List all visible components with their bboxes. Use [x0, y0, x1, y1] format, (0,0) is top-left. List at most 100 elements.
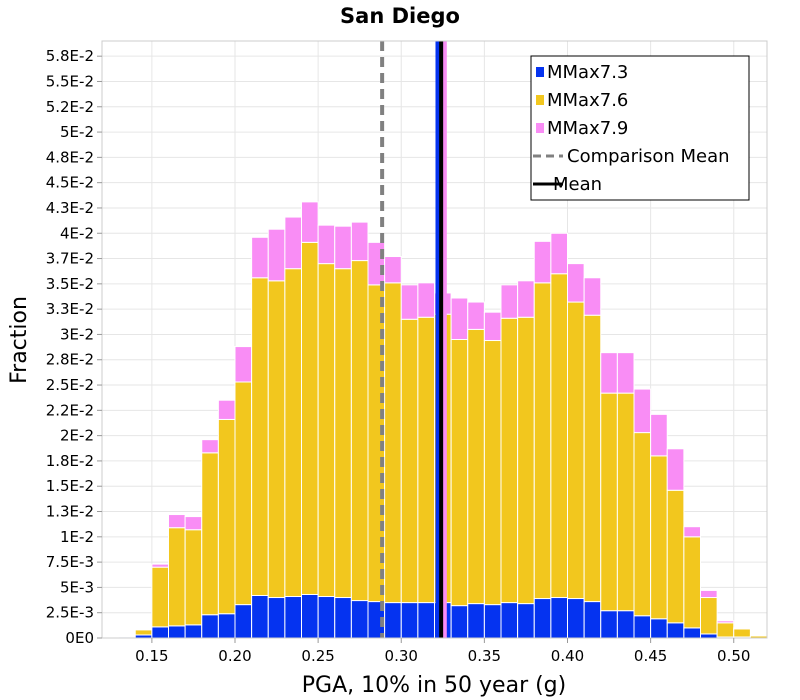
bar-MMax7.3	[151, 626, 169, 639]
bar-MMax7.9	[151, 563, 169, 568]
bar-MMax7.3	[184, 624, 203, 639]
legend-swatch	[536, 67, 544, 77]
bar-MMax7.3	[467, 603, 485, 639]
bar-MMax7.9	[733, 627, 751, 630]
y-tick-label: 5.5E-2	[46, 72, 94, 90]
bar-MMax7.3	[450, 605, 469, 639]
y-tick-label: 3.3E-2	[46, 300, 94, 318]
x-tick-label: 0.30	[385, 647, 418, 665]
bar-MMax7.9	[716, 620, 735, 624]
bar-MMax7.9	[350, 221, 369, 262]
bar-MMax7.9	[201, 439, 219, 454]
bar-MMax7.3	[234, 604, 253, 639]
y-axis-ticks: 0E0 2.5E-3 5E-3 7.5E-3 1E-2 1.3E-2 1.5E-2 1.8E-…	[46, 47, 102, 647]
legend-swatch	[536, 95, 544, 105]
bar-MMax7.6	[567, 301, 585, 600]
bar-MMax7.9	[517, 280, 535, 318]
bar-MMax7.6	[583, 314, 602, 603]
legend-label: Comparison Mean	[567, 146, 730, 167]
legend-box	[530, 55, 750, 201]
bar-MMax7.9	[550, 232, 568, 275]
bar-MMax7.6	[184, 529, 203, 626]
bar-MMax7.6	[666, 489, 685, 624]
bar-MMax7.3	[700, 633, 718, 639]
bar-MMax7.3	[417, 602, 435, 639]
y-tick-label: 4.8E-2	[46, 148, 94, 166]
bar-MMax7.3	[567, 598, 585, 639]
bar-MMax7.9	[600, 352, 618, 394]
bar-MMax7.9	[533, 240, 552, 284]
plot-area-frame	[101, 40, 768, 639]
x-tick-label: 0.40	[551, 647, 584, 665]
bar-MMax7.9	[417, 282, 435, 318]
bar-MMax7.9	[633, 388, 652, 434]
bars	[118, 201, 768, 639]
y-tick-label: 5E-2	[60, 123, 94, 141]
bar-MMax7.9	[168, 514, 186, 529]
legend-label: MMax7.6	[547, 90, 628, 111]
y-axis-label: Fraction	[7, 296, 32, 384]
bar-MMax7.6	[267, 280, 286, 599]
bar-MMax7.3	[533, 598, 552, 639]
x-tick-label: 0.45	[634, 647, 667, 665]
bar-MMax7.9	[184, 516, 203, 531]
bar-MMax7.9	[483, 311, 502, 342]
y-tick-label: 2.2E-2	[46, 401, 94, 419]
bar-MMax7.6	[417, 316, 435, 604]
bar-MMax7.6	[251, 277, 269, 597]
bar-MMax7.9	[384, 256, 402, 284]
legend-label: Mean	[553, 174, 602, 195]
bar-MMax7.9	[400, 284, 419, 320]
y-tick-label: 7.5E-3	[46, 553, 94, 571]
bar-MMax7.9	[616, 352, 635, 394]
bar-MMax7.6	[616, 392, 635, 612]
legend: MMax7.3 MMax7.6 MMax7.9 Comparison Mean Mean	[530, 55, 750, 201]
bar-MMax7.3	[217, 613, 236, 639]
y-tick-label: 5.2E-2	[46, 98, 94, 116]
bar-MMax7.6	[650, 455, 668, 620]
bar-MMax7.9	[450, 297, 469, 340]
legend-label: MMax7.9	[547, 118, 628, 139]
bar-MMax7.9	[317, 224, 336, 265]
bar-MMax7.6	[450, 339, 469, 607]
bar-MMax7.6	[301, 241, 319, 595]
bar-MMax7.9	[567, 263, 585, 303]
y-tick-label: 1E-2	[60, 528, 94, 546]
bar-MMax7.3	[384, 602, 402, 639]
bar-MMax7.3	[666, 622, 685, 639]
bar-MMax7.3	[500, 602, 519, 639]
bar-MMax7.3	[334, 597, 352, 639]
y-tick-label: 0E0	[65, 629, 94, 647]
y-tick-label: 2.5E-2	[46, 376, 94, 394]
y-tick-label: 1.8E-2	[46, 452, 94, 470]
bar-MMax7.6	[217, 418, 236, 615]
bar-MMax7.9	[467, 301, 485, 330]
bar-MMax7.9	[251, 236, 269, 279]
bar-MMax7.6	[533, 282, 552, 600]
bar-MMax7.3	[168, 625, 186, 639]
bar-MMax7.6	[350, 260, 369, 602]
y-tick-label: 2.5E-3	[46, 604, 94, 622]
bar-MMax7.3	[650, 618, 668, 639]
bar-MMax7.6	[400, 318, 419, 604]
bar-MMax7.9	[700, 589, 718, 599]
bar-MMax7.3	[350, 600, 369, 639]
bar-MMax7.9	[334, 225, 352, 270]
bar-MMax7.6	[483, 340, 502, 606]
bar-MMax7.3	[633, 615, 652, 639]
x-tick-label: 0.20	[218, 647, 251, 665]
bar-MMax7.6	[134, 629, 153, 636]
bar-MMax7.6	[384, 282, 402, 604]
y-tick-label: 2.8E-2	[46, 351, 94, 369]
bar-MMax7.9	[267, 228, 286, 282]
x-axis-ticks: 0.15 0.20 0.25 0.30 0.35 0.40 0.45 0.50	[135, 638, 750, 665]
y-tick-label: 4E-2	[60, 224, 94, 242]
y-tick-label: 2E-2	[60, 427, 94, 445]
bar-MMax7.3	[583, 601, 602, 639]
bar-MMax7.9	[500, 284, 519, 319]
y-tick-label: 5E-3	[60, 578, 94, 596]
bar-MMax7.3	[483, 604, 502, 639]
x-tick-label: 0.35	[468, 647, 501, 665]
bar-MMax7.6	[284, 268, 302, 598]
